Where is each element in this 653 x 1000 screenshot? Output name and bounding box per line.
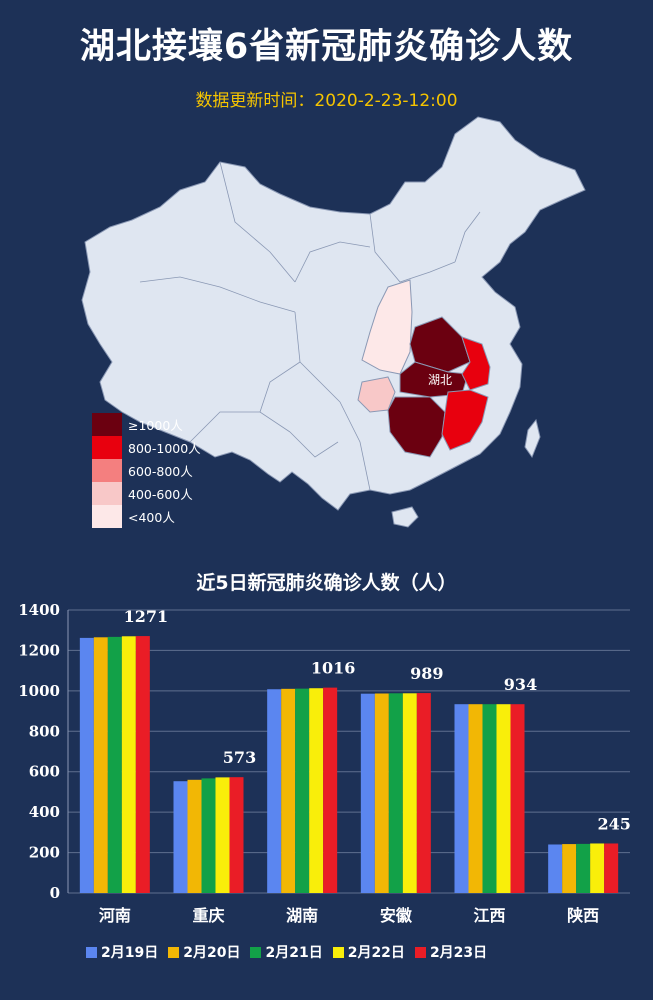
bar [295,688,310,893]
legend-swatch [92,413,122,436]
legend-label: <400人 [128,510,175,525]
data-label: 245 [597,814,630,833]
series-legend-label: 2月21日 [265,945,323,961]
page-title: 湖北接壤6省新冠肺炎确诊人数 [79,27,574,67]
legend-swatch [92,482,122,505]
legend-row: 800-1000人 [92,436,201,459]
bar [323,687,338,893]
legend-row: ≥1000人 [92,413,201,436]
bar [454,704,469,893]
bar [229,777,244,893]
series-legend-swatch [414,946,426,958]
bar [281,688,296,893]
x-tick-label: 重庆 [192,906,224,925]
legend-label: 600-800人 [128,464,193,479]
bar [402,693,417,893]
series-legend-item: 2月22日 [332,942,405,962]
chart-title: 近5日新冠肺炎确诊人数（人） [196,572,457,594]
bar [135,636,150,893]
bar [590,843,605,893]
map-legend: ≥1000人 800-1000人 600-800人 400-600人 <400人 [92,413,201,528]
bar [215,777,230,893]
data-label: 1271 [124,607,169,626]
legend-swatch [92,505,122,528]
bar [309,688,324,893]
legend-swatch [92,459,122,482]
x-tick-label: 陕西 [567,906,599,925]
y-tick-label: 600 [29,763,60,781]
series-legend-label: 2月22日 [347,945,405,961]
bar [173,781,188,893]
x-tick-label: 安徽 [380,906,413,925]
province-borders [139,161,481,491]
bar [416,693,431,893]
bar [482,704,497,893]
henan-region [409,316,471,373]
hubei-region [399,361,469,398]
legend-swatch [92,436,122,459]
y-tick-label: 200 [29,844,60,862]
bar [79,637,94,893]
series-legend-label: 2月20日 [183,945,241,961]
data-label: 934 [504,675,537,694]
x-tick-label: 江西 [473,906,505,925]
legend-label: 800-1000人 [128,441,201,456]
bar [548,844,563,893]
series-legend-item: 2月21日 [250,942,323,962]
jiangxi-region [441,389,489,451]
legend-label: ≥1000人 [128,418,183,433]
hunan-region [387,396,446,458]
bar [576,843,591,893]
bar [267,689,282,893]
y-tick-label: 0 [50,884,60,902]
taiwan [524,418,541,459]
y-tick-label: 1000 [18,682,60,700]
bar [510,704,525,893]
bar [121,636,136,893]
bar [187,779,202,893]
series-legend-swatch [332,946,344,958]
series-legend-label: 2月23日 [429,945,488,961]
bar [468,704,483,893]
bar [360,693,375,893]
hainan [391,506,419,528]
series-legend: 2月19日 2月20日 2月21日 2月22日 2月23日 [86,942,487,962]
series-legend-swatch [250,946,262,958]
anhui-region [461,336,491,391]
data-label: 573 [223,748,256,767]
bar [374,693,389,893]
bar [93,637,108,893]
y-tick-label: 1200 [18,641,60,659]
bar [388,693,403,893]
x-tick-label: 河南 [99,906,131,925]
china-map: 湖北 [70,112,590,542]
legend-row: <400人 [92,505,201,528]
bar [604,843,619,893]
series-legend-label: 2月19日 [101,945,159,961]
legend-label: 400-600人 [128,487,193,502]
series-legend-item: 2月23日 [414,942,488,962]
hubei-label: 湖北 [428,372,452,387]
bar [201,778,216,893]
series-legend-item: 2月19日 [86,942,158,962]
shaanxi-region [361,279,413,375]
y-tick-label: 800 [29,722,60,740]
legend-row: 400-600人 [92,482,201,505]
bar-chart: 0 200 400 600 800 1000 1200 1400 1271 河南 573 重庆 1016… [18,601,631,925]
x-tick-label: 湖南 [286,906,318,925]
legend-row: 600-800人 [92,459,201,482]
bar [107,636,122,893]
y-tick-label: 1400 [18,601,60,619]
series-legend-swatch [86,946,97,958]
y-tick-label: 400 [29,803,60,821]
data-label: 989 [410,664,443,683]
update-time: 数据更新时间：2020-2-23-12:00 [195,91,458,111]
series-legend-swatch [168,946,180,958]
china-map-svg: 湖北 [81,116,586,528]
bar [496,704,511,893]
series-legend-item: 2月20日 [168,942,240,962]
data-label: 1016 [311,659,356,678]
bar [562,844,577,893]
